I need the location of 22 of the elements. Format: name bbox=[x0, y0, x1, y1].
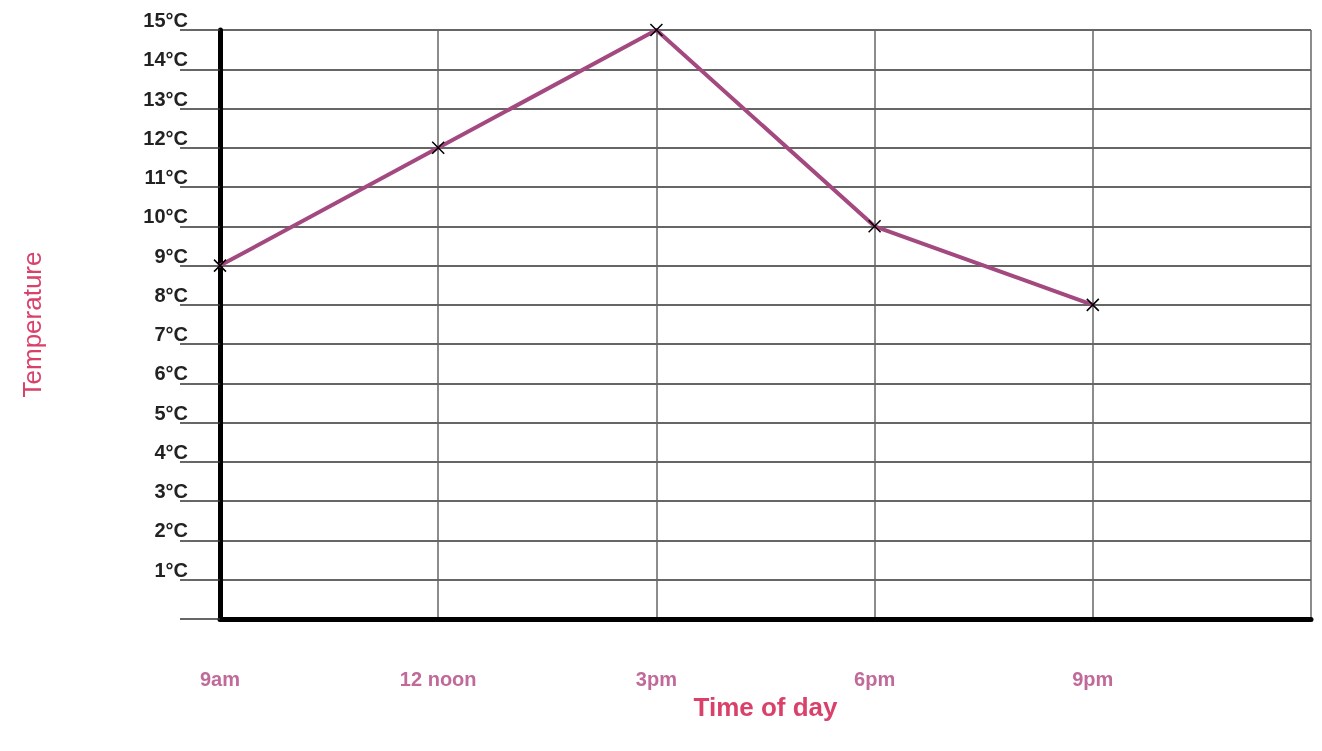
y-tick-label: 12°C bbox=[143, 126, 188, 149]
y-tick-label: 9°C bbox=[154, 244, 188, 267]
x-tick-label: 12 noon bbox=[399, 668, 477, 690]
y-tick-label: 3°C bbox=[154, 480, 188, 503]
x-tick-label: 9pm bbox=[1072, 668, 1114, 690]
x-axis-title: Time of day bbox=[693, 691, 839, 722]
y-tick-label: 1°C bbox=[154, 558, 188, 581]
y-tick-label: 2°C bbox=[154, 519, 188, 542]
y-tick-label: 11°C bbox=[144, 166, 188, 189]
y-tick-label: 7°C bbox=[154, 323, 188, 346]
y-tick-label: 5°C bbox=[154, 401, 188, 424]
y-tick-label: 15°C bbox=[143, 9, 188, 31]
x-tick-label: 3pm bbox=[635, 668, 677, 690]
y-tick-label: 14°C bbox=[143, 48, 188, 71]
x-tick-label: 6pm bbox=[854, 668, 896, 690]
y-axis-title: Temperature bbox=[17, 251, 47, 398]
y-tick-label: 8°C bbox=[154, 283, 188, 306]
y-tick-label: 6°C bbox=[154, 362, 188, 385]
y-tick-label: 13°C bbox=[143, 87, 188, 110]
x-tick-label: 9am bbox=[199, 668, 241, 690]
y-tick-label: 10°C bbox=[143, 205, 188, 228]
y-tick-label: 4°C bbox=[154, 440, 188, 463]
